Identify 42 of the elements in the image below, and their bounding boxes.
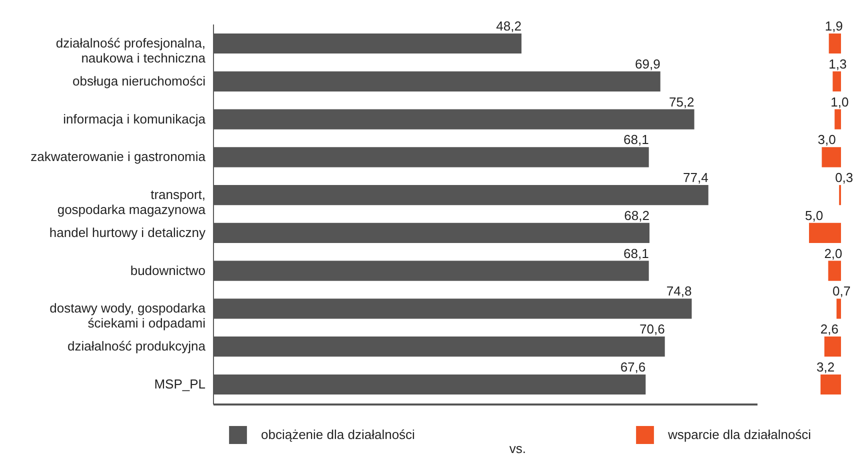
data-label: 2,6 (820, 322, 838, 337)
data-label: 3,0 (818, 132, 836, 148)
bar (828, 260, 841, 281)
data-label: 68,2 (624, 208, 650, 223)
y-tick-label: handel hurtowy i detaliczny (49, 224, 206, 240)
data-label: 5,0 (805, 208, 824, 223)
data-label: 75,2 (668, 94, 694, 110)
bar (820, 374, 841, 395)
y-tick-label: dostawy wody, gospodarka ściekami i odpadami (50, 300, 206, 331)
data-label: 0,7 (832, 284, 851, 299)
data-label: 69,9 (635, 56, 660, 72)
y-tick-label: zakwaterowanie i gastronomia (30, 149, 206, 164)
data-label: 1,9 (824, 18, 843, 34)
data-label: 77,4 (683, 170, 708, 186)
bar (834, 109, 841, 130)
data-label: 1,0 (830, 94, 849, 110)
bar (824, 336, 841, 357)
y-tick-label: transport, gospodarka magazynowa (57, 187, 206, 218)
y-tick-label: budownictwo (130, 262, 206, 278)
data-label: 48,2 (496, 18, 522, 34)
y-tick-label: działalność profesjonalna, naukowa i techniczna (56, 36, 206, 66)
data-label: 3,2 (816, 359, 835, 374)
data-label: 67,6 (620, 359, 646, 374)
data-label: 68,1 (624, 132, 649, 148)
y-tick-label: obsługa nieruchomości (72, 73, 206, 88)
y-tick-label: informacja i komunikacja (63, 111, 206, 126)
text: vs. (509, 441, 526, 454)
legend-label: obciążenie dla działalności (261, 427, 416, 442)
bar (822, 147, 841, 168)
y-tick-label: działalność produkcyjna (67, 338, 206, 354)
data-label: 1,3 (828, 56, 847, 72)
legend-label: wsparcie dla działalności (667, 427, 812, 442)
data-label: 0,3 (835, 170, 854, 186)
data-label: 68,1 (624, 246, 649, 261)
bar (828, 33, 841, 54)
data-label: 2,0 (824, 246, 842, 261)
bar (832, 71, 841, 92)
y-tick-label: MSP_PL (154, 376, 206, 392)
data-label: 74,8 (666, 284, 692, 299)
bar (809, 222, 841, 243)
data-label: 70,6 (640, 322, 665, 337)
bar (836, 298, 841, 319)
